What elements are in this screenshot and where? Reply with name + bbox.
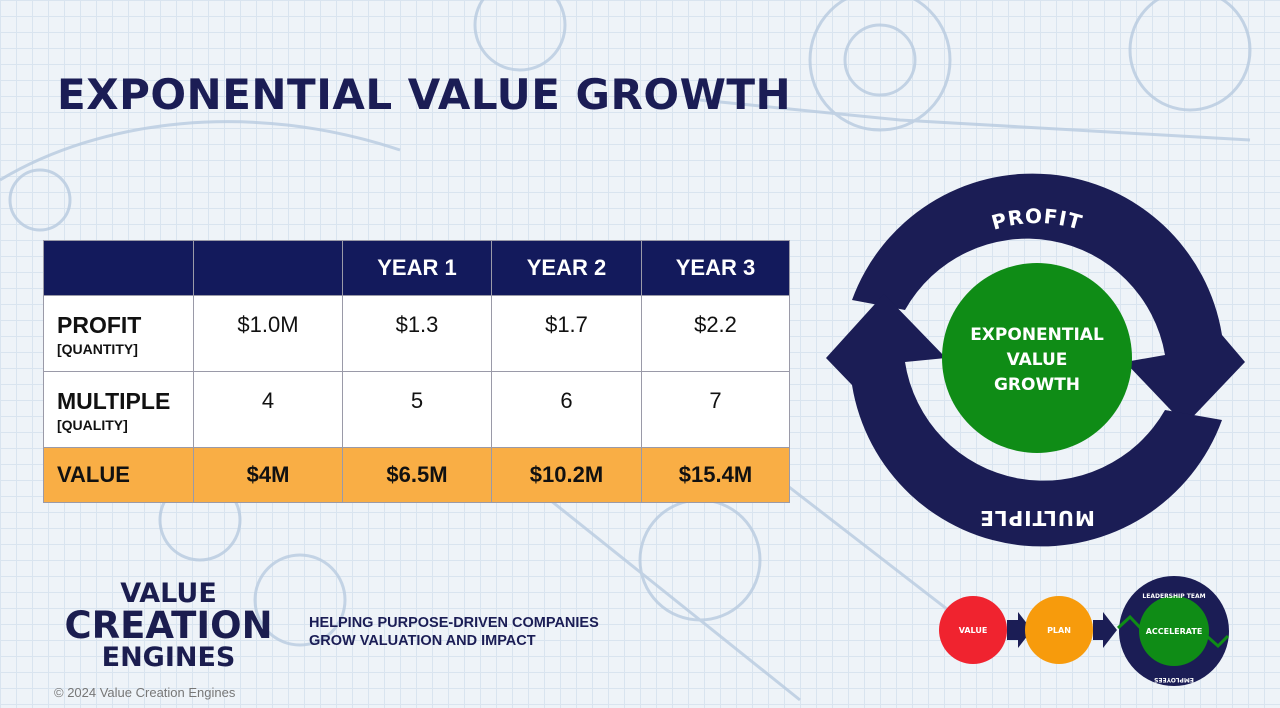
process-flow: VALUE PLAN ACCELERATE LEADERSHIP TEAM EM… [939, 576, 1230, 686]
header-cell [43, 240, 194, 296]
cell: $1.3 [342, 295, 492, 372]
step-label: VALUE [959, 626, 988, 635]
ring-top-label: LEADERSHIP TEAM [1142, 593, 1205, 600]
cell: $1.0M [193, 295, 343, 372]
value-table: YEAR 1 YEAR 2 YEAR 3 PROFIT [QUANTITY] $1… [43, 240, 790, 503]
plan-circle [1025, 596, 1093, 664]
table-row-multiple: MULTIPLE [QUALITY] 4 5 6 7 [43, 371, 790, 448]
cell: $6.5M [342, 447, 492, 503]
profit-arrow [852, 173, 1245, 425]
arrow-icon [1007, 612, 1032, 648]
center-text: EXPONENTIAL [970, 325, 1104, 345]
arrow-icon [1093, 612, 1117, 648]
header-cell: YEAR 2 [491, 240, 642, 296]
header-cell [193, 240, 343, 296]
center-text: VALUE [1007, 350, 1068, 370]
step-label: PLAN [1047, 626, 1071, 635]
cell: 6 [491, 371, 642, 448]
cell: $10.2M [491, 447, 642, 503]
cell: $1.7 [491, 295, 642, 372]
table-header-row: YEAR 1 YEAR 2 YEAR 3 [43, 240, 790, 296]
multiple-label: MULTIPLE [979, 506, 1095, 530]
ring-bottom-label: EMPLOYEES [1154, 676, 1194, 683]
page-title: EXPONENTIAL VALUE GROWTH [57, 70, 792, 119]
value-circle [939, 596, 1007, 664]
copyright: © 2024 Value Creation Engines [54, 685, 236, 700]
cell: $15.4M [641, 447, 790, 503]
accelerate-circle [1139, 596, 1209, 666]
header-cell: YEAR 3 [641, 240, 790, 296]
center-text: GROWTH [994, 375, 1080, 395]
cell: 5 [342, 371, 492, 448]
center-circle [942, 263, 1132, 453]
company-logo: VALUE CREATION ENGINES [64, 578, 273, 673]
header-cell: YEAR 1 [342, 240, 492, 296]
table-row-profit: PROFIT [QUANTITY] $1.0M $1.3 $1.7 $2.2 [43, 295, 790, 372]
cell: 7 [641, 371, 790, 448]
row-label: PROFIT [QUANTITY] [43, 295, 194, 372]
multiple-arrow [826, 294, 1222, 547]
cell: $2.2 [641, 295, 790, 372]
tagline: HELPING PURPOSE-DRIVEN COMPANIES GROW VAL… [309, 615, 599, 649]
table-row-value: VALUE $4M $6.5M $10.2M $15.4M [43, 447, 790, 503]
step-label: ACCELERATE [1146, 627, 1203, 636]
row-label: VALUE [43, 447, 194, 503]
